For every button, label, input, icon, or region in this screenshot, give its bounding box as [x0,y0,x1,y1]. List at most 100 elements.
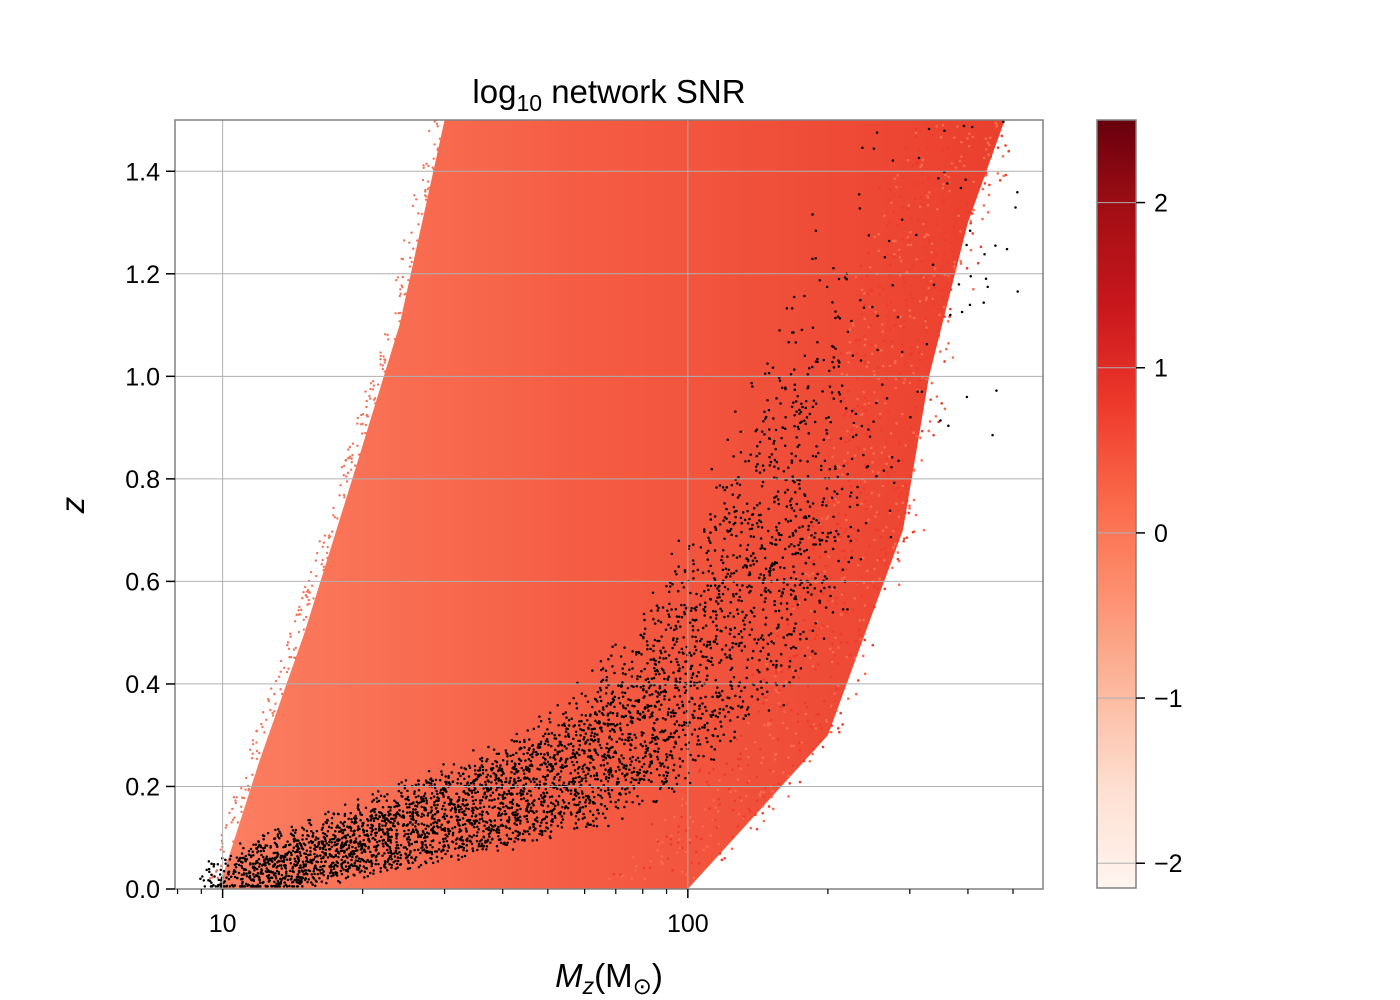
black-point [603,753,606,756]
black-point [246,884,249,888]
colored-point [974,123,977,126]
black-point [389,851,393,855]
colored-point [435,122,439,126]
black-point [526,820,529,823]
black-point [217,883,220,887]
black-point [609,756,612,760]
black-point [489,775,492,778]
black-point [633,733,636,737]
colored-point [211,876,214,879]
black-point [233,884,237,887]
black-point [807,528,810,531]
black-point [504,749,508,752]
colored-point [1002,174,1006,178]
black-point [630,777,634,780]
black-point [513,772,516,775]
black-point [495,774,498,777]
black-point [268,857,271,860]
colored-point [806,646,810,650]
colored-point [699,837,703,841]
black-point [296,878,299,881]
black-point [823,575,827,578]
black-point [962,124,966,128]
black-point [510,806,514,809]
black-point [493,798,496,801]
colored-point [886,474,890,478]
black-point [303,843,307,847]
colored-point [286,641,290,644]
black-point [706,643,709,647]
black-point [515,740,519,743]
black-point [446,849,449,853]
black-point [419,835,423,839]
black-point [517,757,521,761]
colored-point [878,285,881,288]
black-point [1016,37,1019,40]
black-point [732,676,736,679]
colored-point [631,855,635,859]
black-point [746,706,750,709]
black-point [664,758,668,762]
colored-point [762,795,765,798]
colored-point [678,838,681,841]
colored-point [387,338,390,341]
colored-point [347,448,350,451]
colored-point [258,751,261,755]
black-point [735,556,739,559]
black-point [545,810,549,814]
black-point [556,801,560,804]
black-point [700,637,703,641]
black-point [325,842,328,845]
black-point [433,786,437,790]
black-point [507,789,511,793]
black-point [707,536,710,540]
colored-point [983,156,986,160]
black-point [460,807,463,811]
black-point [539,824,542,828]
colored-point [879,535,883,539]
black-point [216,863,220,866]
black-point [532,750,535,754]
black-point [729,739,732,743]
black-point [672,768,675,772]
black-point [696,735,700,738]
black-point [430,809,434,812]
colored-point [947,342,950,345]
black-point [960,310,964,314]
black-point [440,823,444,827]
black-point [876,314,879,317]
colored-point [905,270,909,274]
colored-point [920,172,924,175]
colored-point [870,343,873,347]
black-point [689,609,693,613]
black-point [308,869,312,873]
black-point [794,646,798,650]
black-point [394,846,398,850]
colored-point [307,598,311,602]
black-point [650,609,653,612]
black-point [509,776,512,780]
black-point [774,666,778,669]
black-point [495,786,499,789]
black-point [672,790,676,793]
colored-point [220,864,223,868]
colored-point [982,204,986,207]
black-point [594,719,597,723]
black-point [692,652,696,655]
black-point [511,848,515,851]
black-point [599,788,603,792]
colored-point [891,239,895,243]
black-point [353,822,356,825]
colored-point [864,463,867,466]
colored-point [321,545,324,548]
black-point [470,821,473,825]
black-point [792,509,796,512]
black-point [678,667,681,670]
black-point [631,650,634,653]
colored-point [920,163,924,167]
colored-point [909,346,913,349]
black-point [625,773,629,776]
black-point [658,773,661,777]
black-point [672,637,675,640]
black-point [374,827,377,831]
